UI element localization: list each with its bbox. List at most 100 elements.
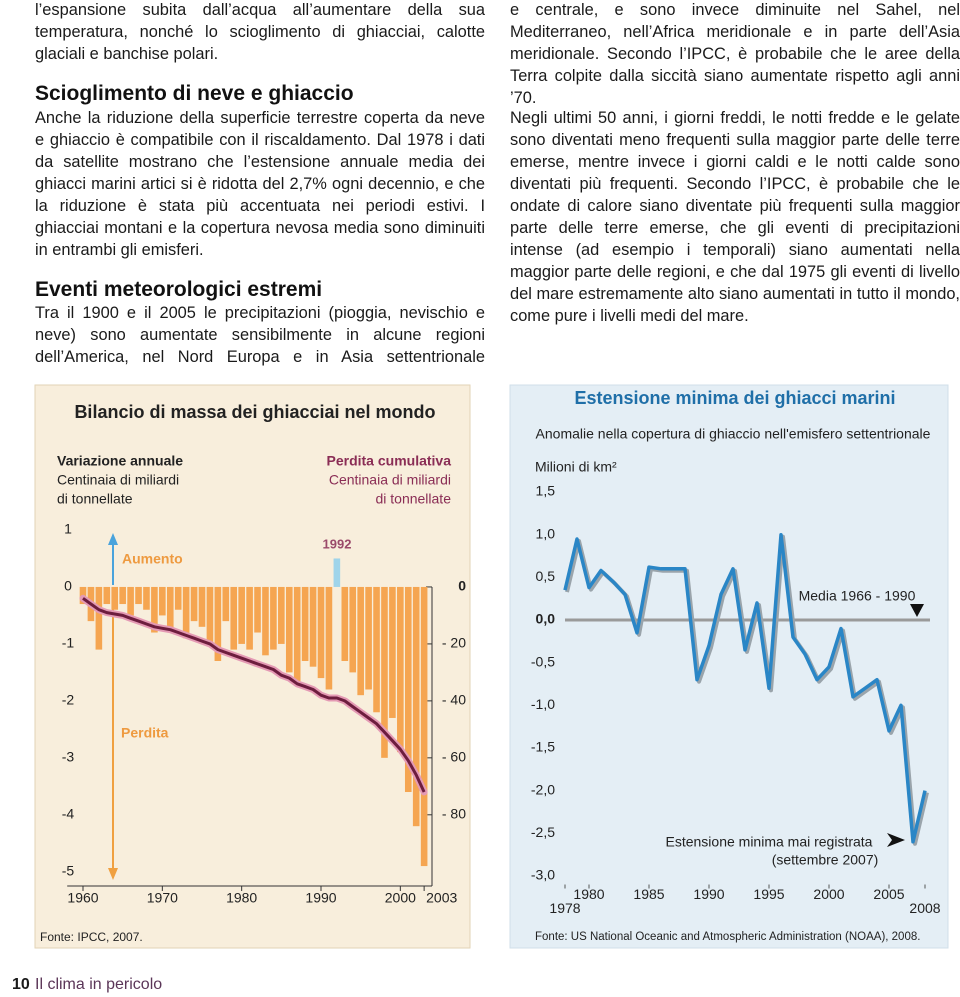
bar xyxy=(230,586,238,650)
bar xyxy=(262,586,269,656)
bar xyxy=(214,586,222,662)
paragraph: Negli ultimi 50 anni, i giorni freddi, l… xyxy=(510,109,960,325)
x-tick-label: 1980 xyxy=(573,886,604,902)
arrow-head xyxy=(108,533,118,545)
y2-tick-label: - 60 xyxy=(442,749,466,765)
chart-subtitle: Anomalie nella copertura di ghiaccio nel… xyxy=(536,426,931,442)
bar xyxy=(389,586,396,718)
bar xyxy=(285,586,293,673)
line xyxy=(82,597,426,793)
axis-unit: di tonnellate xyxy=(57,491,133,507)
y-tick-label: -4 xyxy=(62,806,75,822)
x-tick-label: 1990 xyxy=(693,886,724,902)
bar xyxy=(190,586,198,622)
chart-title: Estensione minima dei ghiacci marini xyxy=(574,388,895,408)
bar xyxy=(325,586,333,690)
y2-tick-label: - 80 xyxy=(442,806,466,822)
bar xyxy=(341,586,349,662)
bar xyxy=(111,586,119,610)
bar xyxy=(246,586,253,650)
bar xyxy=(278,586,285,644)
annotation: Media 1966 - 1990 xyxy=(799,588,916,604)
y2-tick-label: 0 xyxy=(458,578,466,594)
page-number: 10 xyxy=(12,976,30,993)
bar xyxy=(222,586,230,622)
source: Fonte: US National Oceanic and Atmospher… xyxy=(535,931,920,943)
x-tick-label: 1980 xyxy=(226,890,257,906)
x-tick-label: 2005 xyxy=(873,886,904,902)
bar xyxy=(135,586,142,605)
bar xyxy=(317,586,325,679)
axis-unit: Centinaia di miliardi xyxy=(57,472,179,488)
x-tick-label: 2000 xyxy=(385,890,416,906)
bar xyxy=(174,586,182,610)
x-tick-label: 1990 xyxy=(305,890,336,906)
annotation-marker xyxy=(910,604,924,617)
bar xyxy=(309,586,317,667)
y-tick-label: 0,5 xyxy=(536,568,556,584)
chart-background xyxy=(509,384,949,949)
x-tick-label: 2003 xyxy=(426,890,457,906)
annotation: (settembre 2007) xyxy=(772,852,879,868)
line xyxy=(563,532,927,844)
y-tick-label: -2,5 xyxy=(531,824,555,840)
bar xyxy=(270,586,277,650)
annotation: 1992 xyxy=(323,536,352,551)
y-tick-label: -3 xyxy=(62,749,75,765)
paragraph: e centrale, e sono invece diminuite nel … xyxy=(510,1,960,107)
chart-background xyxy=(34,384,471,949)
bar xyxy=(293,586,301,684)
annotation: Aumento xyxy=(122,551,183,567)
bar xyxy=(166,586,174,633)
bar xyxy=(95,586,103,650)
bar xyxy=(206,586,214,644)
bar xyxy=(143,586,150,610)
y-tick-label: 0 xyxy=(64,578,72,594)
y-tick-label: -1 xyxy=(62,635,75,651)
y-tick-label: 1,0 xyxy=(536,525,556,541)
annotation-marker xyxy=(887,833,905,847)
bar xyxy=(103,586,111,605)
bar xyxy=(238,586,245,644)
y-tick-label: -5 xyxy=(62,862,75,878)
annotation: Estensione minima mai registrata xyxy=(666,834,873,850)
y-tick-label: -1,5 xyxy=(531,739,555,755)
x-tick-label: 1978 xyxy=(549,900,580,916)
bar xyxy=(381,586,388,758)
paragraph: l’espansione subita dall’acqua all’aumen… xyxy=(35,1,485,63)
y2-tick-label: - 40 xyxy=(442,692,466,708)
paragraph: Anche la riduzione della superficie terr… xyxy=(35,109,485,259)
axis-title: Perdita cumulativa xyxy=(327,453,452,469)
y-tick-label: -2 xyxy=(62,692,75,708)
section-heading: Eventi meteorologici estremi xyxy=(35,278,323,301)
footer-title: Il clima in pericolo xyxy=(35,976,163,993)
bar xyxy=(151,586,158,633)
bar xyxy=(333,558,341,587)
x-tick-label: 1995 xyxy=(753,886,784,902)
bar xyxy=(127,586,134,616)
axis-title: Variazione annuale xyxy=(57,453,183,469)
y-tick-label: -2,0 xyxy=(531,781,555,797)
source: Fonte: IPCC, 2007. xyxy=(40,930,143,944)
bar xyxy=(254,586,261,633)
paragraph: Tra il 1900 e il 2005 le precipitazioni … xyxy=(35,304,485,366)
axis-title: Milioni di km² xyxy=(535,459,617,475)
bar xyxy=(420,586,428,867)
bar xyxy=(365,586,372,690)
bar xyxy=(404,586,412,793)
annotation-arrow xyxy=(108,533,118,880)
x-tick-label: 1970 xyxy=(147,890,178,906)
y-tick-label: 1 xyxy=(64,521,72,537)
bar xyxy=(159,586,166,616)
y-tick-label: -3,0 xyxy=(531,867,555,883)
axis-unit: di tonnellate xyxy=(375,491,451,507)
bar xyxy=(397,586,404,753)
bar xyxy=(357,586,364,696)
axis-unit: Centinaia di miliardi xyxy=(329,472,451,488)
x-tick-label: 1985 xyxy=(633,886,664,902)
y-tick-label: 1,5 xyxy=(536,483,556,499)
y-tick-label: 0,0 xyxy=(536,611,556,627)
y-tick-label: -1,0 xyxy=(531,696,555,712)
